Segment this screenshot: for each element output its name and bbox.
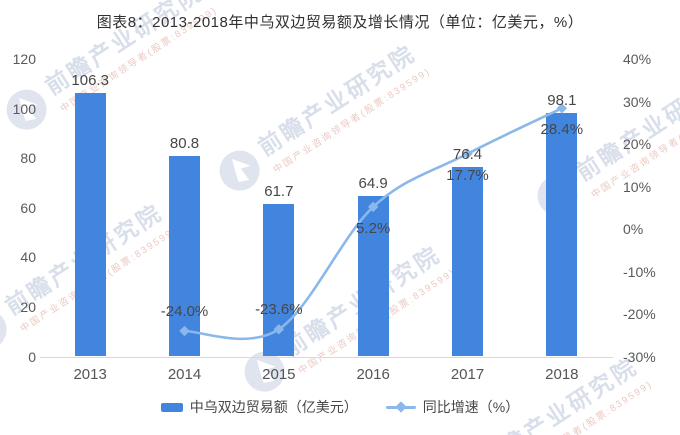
bar-value-label: 76.4 bbox=[452, 146, 483, 164]
legend-label-trade-volume: 中乌双边贸易额（亿美元） bbox=[189, 399, 358, 415]
x-axis-label: 2013 bbox=[73, 366, 107, 383]
bar-value-label: 106.3 bbox=[71, 71, 109, 89]
right-axis-tick: -10% bbox=[623, 263, 656, 280]
bar-value-label: 61.7 bbox=[264, 182, 294, 200]
legend-item-growth-rate: 同比增速（%） bbox=[385, 397, 520, 417]
legend: 中乌双边贸易额（亿美元） 同比增速（%） bbox=[0, 397, 680, 417]
growth-value-label: 5.2% bbox=[356, 219, 391, 237]
trade-volume-bar bbox=[263, 203, 295, 357]
trade-volume-bar bbox=[452, 167, 483, 357]
right-axis-tick: -30% bbox=[623, 348, 656, 365]
right-axis-tick: 20% bbox=[623, 136, 652, 152]
chart-title: 图表8：2013-2018年中乌双边贸易额及增长情况（单位：亿美元，%） bbox=[96, 14, 584, 31]
line-swatch-icon bbox=[385, 400, 416, 413]
x-axis-label: 2018 bbox=[545, 366, 579, 383]
left-axis-tick: 60 bbox=[20, 199, 36, 216]
right-axis-tick: -20% bbox=[623, 306, 656, 322]
x-axis-line bbox=[40, 356, 613, 358]
growth-value-label: 28.4% bbox=[540, 121, 584, 139]
right-axis-tick: 30% bbox=[623, 93, 652, 110]
trade-volume-bar bbox=[546, 113, 578, 357]
x-axis-label: 2015 bbox=[262, 366, 296, 383]
bar-value-label: 64.9 bbox=[358, 174, 388, 192]
trade-volume-bar bbox=[169, 156, 200, 357]
right-axis-tick: 10% bbox=[623, 178, 652, 195]
left-axis-tick: 20 bbox=[20, 298, 36, 315]
x-axis-label: 2016 bbox=[356, 366, 390, 383]
right-axis-tick: 0% bbox=[623, 221, 644, 237]
trade-volume-bar bbox=[74, 92, 106, 357]
right-axis-tick: 40% bbox=[623, 51, 652, 67]
x-axis-label: 2017 bbox=[450, 366, 485, 383]
bar-value-label: 80.8 bbox=[169, 135, 200, 153]
x-axis-label: 2014 bbox=[167, 366, 202, 383]
legend-item-trade-volume: 中乌双边贸易额（亿美元） bbox=[160, 397, 358, 417]
left-axis-tick: 80 bbox=[20, 150, 36, 167]
bar-value-label: 98.1 bbox=[547, 92, 577, 110]
diamond-marker-icon bbox=[395, 400, 407, 413]
legend-label-growth-rate: 同比增速（%） bbox=[422, 399, 520, 415]
bar-swatch-icon bbox=[160, 402, 183, 412]
growth-value-label: -23.6% bbox=[255, 301, 303, 319]
growth-value-label: -24.0% bbox=[160, 303, 209, 320]
left-axis-tick: 120 bbox=[12, 51, 36, 67]
growth-value-label: 17.7% bbox=[446, 166, 489, 184]
left-axis-tick: 0 bbox=[28, 348, 36, 365]
left-axis-tick: 100 bbox=[12, 100, 36, 117]
left-axis-tick: 40 bbox=[20, 249, 36, 266]
